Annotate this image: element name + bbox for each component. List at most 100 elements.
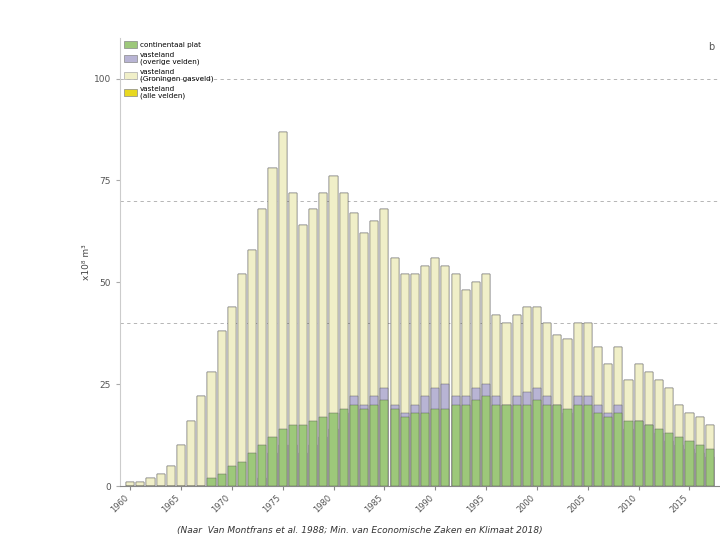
Bar [533, 401, 541, 486]
Bar [400, 413, 409, 486]
Bar [604, 413, 612, 486]
Bar [279, 446, 287, 486]
Bar [696, 446, 703, 486]
Bar [543, 323, 552, 486]
Bar [451, 274, 459, 486]
Bar [553, 335, 562, 486]
Bar [309, 446, 318, 486]
Bar [523, 307, 531, 486]
Bar [238, 462, 246, 486]
Bar [685, 413, 693, 486]
Bar [574, 323, 582, 486]
Bar [146, 478, 155, 486]
Bar [330, 177, 338, 486]
Bar [553, 335, 562, 486]
Bar [624, 429, 633, 486]
Bar [614, 347, 622, 486]
Bar [207, 372, 215, 486]
Bar [411, 404, 419, 486]
Bar [584, 323, 592, 486]
Bar [706, 425, 714, 486]
Bar [523, 307, 531, 486]
Bar [644, 425, 653, 486]
Bar [299, 425, 307, 486]
Bar [472, 282, 480, 486]
Bar [289, 425, 297, 486]
Bar [238, 274, 246, 486]
Bar [503, 404, 510, 486]
Bar [513, 404, 521, 486]
Bar [248, 249, 256, 486]
Bar [574, 396, 582, 486]
Bar [299, 225, 307, 486]
Bar [553, 404, 562, 486]
Bar [696, 417, 703, 486]
Bar [614, 347, 622, 486]
Bar [492, 315, 500, 486]
Bar [696, 417, 703, 486]
Bar [258, 478, 266, 486]
Bar [269, 437, 276, 486]
Bar [248, 249, 256, 486]
Bar [614, 404, 622, 486]
Bar [380, 209, 389, 486]
Bar [665, 441, 673, 486]
Bar [634, 364, 643, 486]
Bar [492, 404, 500, 486]
Bar [543, 396, 552, 486]
Bar [553, 404, 562, 486]
Bar [594, 404, 602, 486]
Bar [482, 396, 490, 486]
Bar [370, 221, 378, 486]
Bar [604, 364, 612, 486]
Bar [340, 413, 348, 486]
Bar [197, 396, 205, 486]
Bar [675, 437, 683, 486]
Bar [685, 449, 693, 486]
Bar [462, 291, 470, 486]
Bar [563, 339, 572, 486]
Bar [248, 454, 256, 486]
Bar [675, 404, 683, 486]
Bar [584, 396, 592, 486]
Bar [594, 347, 602, 486]
Bar [624, 421, 633, 486]
Bar [584, 404, 592, 486]
Bar [614, 413, 622, 486]
Bar [411, 413, 419, 486]
Bar [421, 266, 429, 486]
Bar [136, 482, 145, 486]
Bar [289, 446, 297, 486]
Bar [350, 404, 358, 486]
Bar [634, 364, 643, 486]
Bar [320, 437, 328, 486]
Bar [350, 396, 358, 486]
Bar [390, 404, 399, 486]
Bar [269, 168, 276, 486]
Bar [177, 446, 185, 486]
Bar [441, 266, 449, 486]
Bar [279, 132, 287, 486]
Bar [228, 465, 236, 486]
Bar [340, 193, 348, 486]
Bar [644, 372, 653, 486]
Bar [624, 380, 633, 486]
Bar [380, 209, 389, 486]
Bar [411, 274, 419, 486]
Bar [289, 193, 297, 486]
Text: De vorming
van het land: De vorming van het land [28, 51, 92, 71]
Text: Fig.
11-15: Fig. 11-15 [37, 114, 82, 144]
Bar [380, 401, 389, 486]
Bar [320, 417, 328, 486]
Bar [228, 307, 236, 486]
Bar [258, 209, 266, 486]
Bar [543, 323, 552, 486]
Bar [217, 331, 226, 486]
Bar [543, 404, 552, 486]
Bar [644, 372, 653, 486]
Bar [441, 409, 449, 486]
Bar [390, 258, 399, 486]
Bar [269, 168, 276, 486]
Bar [472, 401, 480, 486]
Bar [330, 177, 338, 486]
